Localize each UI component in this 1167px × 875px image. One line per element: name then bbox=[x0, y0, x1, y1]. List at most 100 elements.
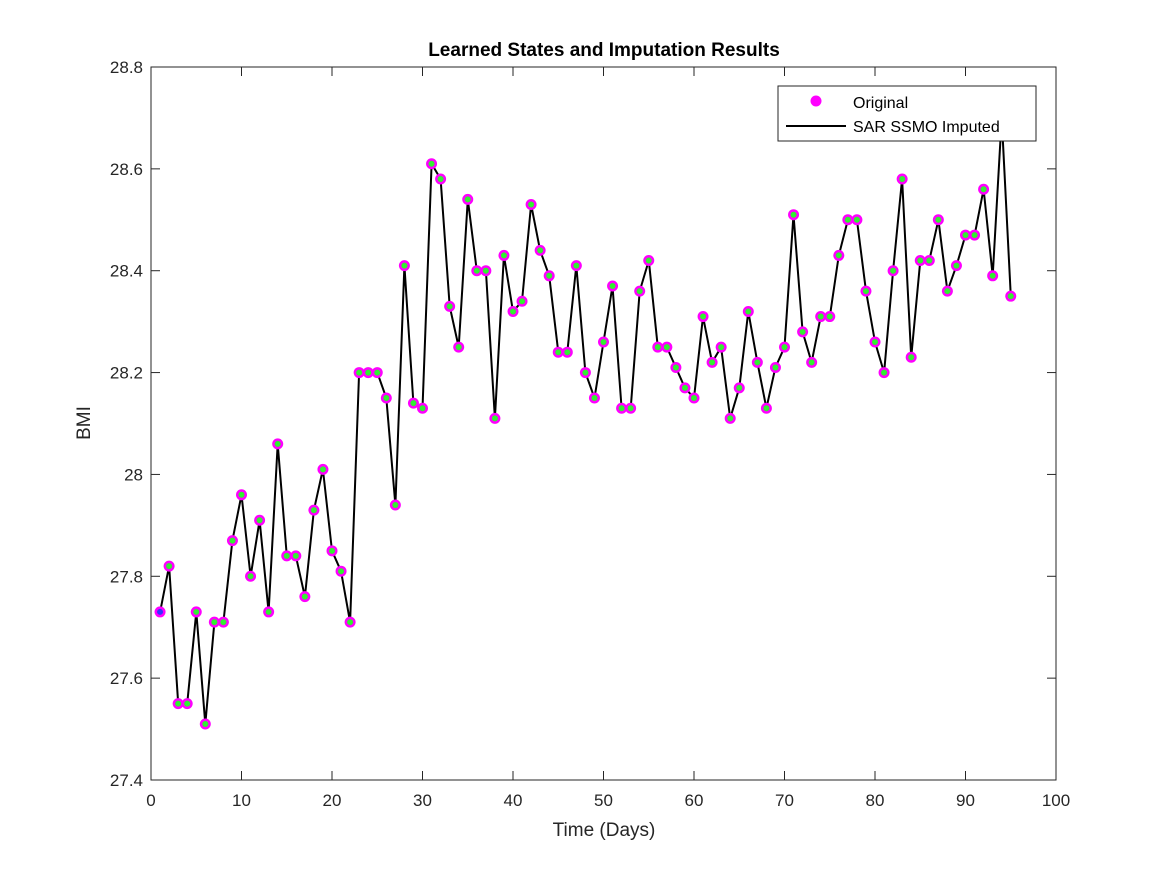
data-point-inner bbox=[627, 405, 634, 412]
data-point bbox=[652, 341, 664, 353]
data-point-inner bbox=[935, 216, 942, 223]
data-point-inner bbox=[491, 415, 498, 422]
x-tick-label: 60 bbox=[685, 791, 704, 810]
plot-area-frame bbox=[150, 66, 1057, 781]
data-point bbox=[516, 295, 528, 307]
data-point bbox=[932, 214, 944, 226]
data-point-inner bbox=[862, 288, 869, 295]
data-point-inner bbox=[1007, 293, 1014, 300]
data-point-inner bbox=[600, 339, 607, 346]
data-point bbox=[960, 229, 971, 241]
data-point bbox=[878, 367, 890, 379]
data-point bbox=[688, 392, 700, 404]
data-point bbox=[290, 550, 302, 562]
data-point-inner bbox=[555, 349, 562, 356]
data-point-inner bbox=[338, 568, 345, 575]
data-point-inner bbox=[899, 176, 906, 183]
data-point-inner bbox=[500, 252, 507, 259]
data-point bbox=[634, 285, 646, 297]
legend: Original SAR SSMO Imputed bbox=[777, 85, 1037, 142]
data-point-inner bbox=[157, 608, 164, 615]
data-point bbox=[860, 285, 872, 297]
data-point-inner bbox=[573, 262, 580, 269]
data-point bbox=[462, 193, 474, 205]
data-point-inner bbox=[392, 501, 399, 508]
data-point bbox=[326, 545, 338, 557]
data-point bbox=[950, 260, 962, 272]
data-point-inner bbox=[826, 313, 833, 320]
data-point-inner bbox=[220, 619, 227, 626]
data-point-inner bbox=[528, 201, 535, 208]
data-point bbox=[742, 305, 754, 317]
data-point-inner bbox=[274, 440, 281, 447]
y-tick-label: 28.6 bbox=[110, 160, 143, 179]
data-point bbox=[444, 300, 456, 312]
data-point-inner bbox=[853, 216, 860, 223]
data-point bbox=[670, 361, 682, 373]
data-point-inner bbox=[482, 267, 489, 274]
data-point bbox=[797, 326, 809, 338]
data-point-inner bbox=[890, 267, 897, 274]
data-point bbox=[299, 591, 311, 603]
data-point-inner bbox=[727, 415, 734, 422]
data-point bbox=[697, 311, 709, 323]
x-tick-label: 30 bbox=[413, 791, 432, 810]
data-point-inner bbox=[962, 232, 969, 239]
data-point bbox=[661, 341, 673, 353]
data-point-inner bbox=[817, 313, 824, 320]
data-point-inner bbox=[202, 720, 209, 727]
data-point bbox=[923, 255, 935, 267]
series-original-markers bbox=[154, 112, 1017, 730]
data-point-inner bbox=[691, 395, 697, 402]
data-point-inner bbox=[410, 400, 417, 407]
data-point bbox=[154, 606, 166, 618]
data-point bbox=[407, 397, 419, 409]
y-tick-label: 28.8 bbox=[110, 58, 143, 77]
data-point-inner bbox=[763, 405, 770, 412]
data-point bbox=[806, 356, 818, 368]
data-point bbox=[453, 341, 465, 353]
x-tick-label: 20 bbox=[323, 791, 342, 810]
x-tick-label: 70 bbox=[775, 791, 794, 810]
data-point-inner bbox=[754, 359, 761, 366]
data-point-inner bbox=[591, 395, 598, 402]
y-tick-label: 27.8 bbox=[110, 567, 143, 586]
y-axis-ticks: 27.4 27.6 27.8 28 28.2 28.4 28.6 28.8 bbox=[110, 58, 1056, 790]
data-point bbox=[398, 260, 410, 272]
data-point bbox=[987, 270, 999, 282]
data-point bbox=[851, 214, 863, 226]
y-tick-label: 27.6 bbox=[110, 669, 143, 688]
data-point bbox=[272, 438, 284, 450]
data-point bbox=[751, 356, 763, 368]
data-point-inner bbox=[464, 196, 471, 203]
data-point bbox=[715, 341, 727, 353]
data-point bbox=[471, 265, 483, 277]
data-point bbox=[769, 361, 781, 373]
data-point-inner bbox=[564, 349, 571, 356]
data-point-inner bbox=[636, 288, 643, 295]
data-point bbox=[733, 382, 745, 394]
data-point bbox=[706, 356, 718, 368]
data-point-inner bbox=[618, 405, 625, 412]
data-point-inner bbox=[265, 608, 272, 615]
data-point bbox=[435, 173, 447, 185]
data-point bbox=[181, 698, 193, 710]
data-point bbox=[353, 367, 365, 379]
data-point-inner bbox=[455, 344, 462, 351]
data-point bbox=[788, 209, 800, 221]
data-point bbox=[978, 183, 990, 195]
data-point-inner bbox=[736, 384, 743, 391]
data-point bbox=[217, 616, 229, 628]
x-tick-label: 100 bbox=[1042, 791, 1070, 810]
data-point-inner bbox=[175, 700, 182, 707]
data-point bbox=[842, 214, 854, 226]
data-point-inner bbox=[184, 700, 191, 707]
data-point-inner bbox=[446, 303, 453, 310]
data-point-inner bbox=[989, 272, 996, 279]
y-tick-label: 27.4 bbox=[110, 771, 143, 790]
data-point bbox=[489, 412, 501, 424]
data-point bbox=[941, 285, 953, 297]
data-point-inner bbox=[238, 491, 245, 498]
data-point-inner bbox=[283, 552, 290, 559]
x-tick-label: 80 bbox=[866, 791, 885, 810]
